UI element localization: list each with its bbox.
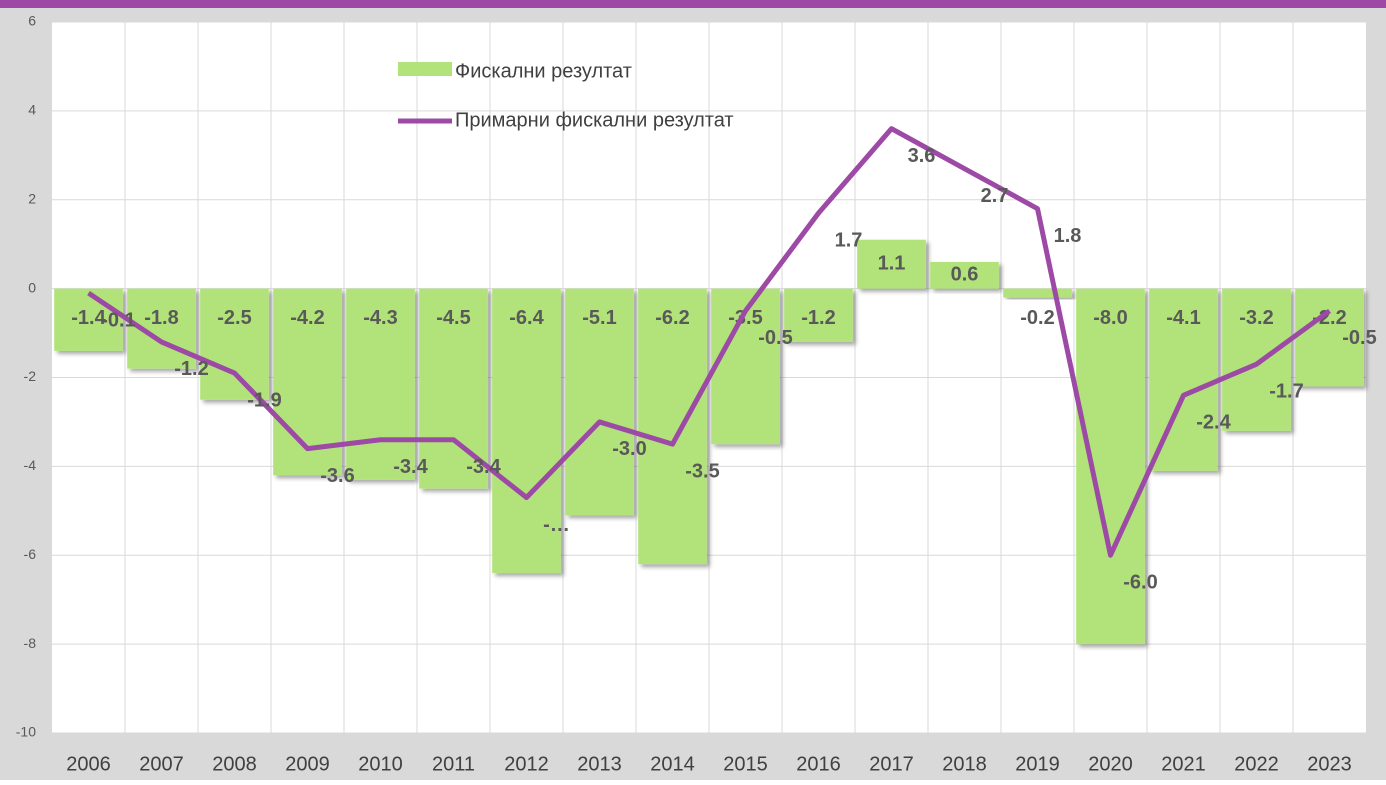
line-data-label: -2.4 xyxy=(1196,412,1231,434)
line-data-label: -0.5 xyxy=(758,327,792,349)
bar-data-label: -4.5 xyxy=(436,307,470,329)
bar xyxy=(200,288,269,400)
bar xyxy=(930,261,999,289)
bar xyxy=(1295,288,1364,387)
line-data-label: 3.6 xyxy=(908,145,936,167)
x-tick-label: 2021 xyxy=(1161,753,1206,775)
x-tick-label: 2014 xyxy=(650,753,695,775)
bar-data-label: -2.2 xyxy=(1312,307,1346,329)
line-data-label: 1.7 xyxy=(835,229,863,251)
x-tick-label: 2008 xyxy=(212,753,257,775)
y-tick-label: 0 xyxy=(28,279,36,295)
line-data-label: -3.6 xyxy=(320,465,354,487)
y-tick-label: -8 xyxy=(24,635,37,651)
bar xyxy=(492,288,561,574)
bar xyxy=(1076,288,1145,645)
line-data-label: -… xyxy=(543,514,570,536)
legend-swatch xyxy=(398,62,452,76)
bar-data-label: -6.4 xyxy=(509,307,544,329)
line xyxy=(87,126,1331,558)
line-data-label: -0.5 xyxy=(1342,327,1376,349)
bar-data-label: -8.0 xyxy=(1093,307,1127,329)
line-data-label: -0.1 xyxy=(101,309,135,331)
bar xyxy=(784,288,853,342)
x-tick-label: 2013 xyxy=(577,753,622,775)
legend-label: Фискални резултат xyxy=(455,60,632,82)
x-tick-label: 2016 xyxy=(796,753,841,775)
line-data-label: -1.7 xyxy=(1269,380,1303,402)
bar xyxy=(1003,288,1072,298)
bar-data-label: 0.6 xyxy=(951,264,979,286)
y-tick-label: 2 xyxy=(28,190,36,206)
bar-data-label: -1.2 xyxy=(801,307,835,329)
y-tick-label: -4 xyxy=(24,457,37,473)
bar-data-label: -4.3 xyxy=(363,307,397,329)
line-data-label: -1.2 xyxy=(174,358,208,380)
x-tick-label: 2012 xyxy=(504,753,549,775)
legend-label: Примарни фискални резултат xyxy=(455,109,734,131)
bar-data-label: -5.1 xyxy=(582,307,616,329)
bar-data-label: -1.8 xyxy=(144,307,178,329)
bar xyxy=(54,288,123,351)
bar-data-label: -3.2 xyxy=(1239,307,1273,329)
bar-data-label: -4.1 xyxy=(1166,307,1200,329)
line-data-label: 1.8 xyxy=(1054,225,1082,247)
line-data-label: -3.0 xyxy=(612,438,646,460)
bar xyxy=(638,288,707,565)
x-tick-label: 2010 xyxy=(358,753,403,775)
x-tick-label: 2017 xyxy=(869,753,914,775)
bar xyxy=(1222,288,1291,431)
y-tick-label: -10 xyxy=(16,724,36,740)
line-data-label: -6.0 xyxy=(1123,572,1157,594)
line-data-label: 2.7 xyxy=(981,185,1009,207)
bar-data-label: -6.2 xyxy=(655,307,689,329)
y-tick-label: -6 xyxy=(24,546,37,562)
bar-data-label: -4.2 xyxy=(290,307,324,329)
line-data-label: -1.9 xyxy=(247,389,281,411)
x-tick-label: 2011 xyxy=(432,753,475,775)
bar xyxy=(346,288,415,480)
x-tick-label: 2007 xyxy=(139,753,184,775)
bar xyxy=(857,239,926,289)
x-tick-label: 2023 xyxy=(1307,753,1352,775)
bar xyxy=(565,288,634,516)
x-tick-label: 2020 xyxy=(1088,753,1133,775)
y-tick-label: 4 xyxy=(28,102,36,118)
y-tick-label: -2 xyxy=(24,368,37,384)
x-tick-label: 2022 xyxy=(1234,753,1279,775)
x-tick-label: 2018 xyxy=(942,753,987,775)
line-data-label: -3.4 xyxy=(393,456,428,478)
x-tick-label: 2015 xyxy=(723,753,768,775)
top-band xyxy=(0,0,1386,8)
x-tick-label: 2019 xyxy=(1015,753,1060,775)
x-tick-label: 2006 xyxy=(66,753,111,775)
bar-data-label: -1.4 xyxy=(71,307,106,329)
bar-data-label: 1.1 xyxy=(878,252,906,274)
line-data-label: -3.4 xyxy=(466,456,501,478)
bar-data-label: -0.2 xyxy=(1020,307,1054,329)
bar-data-label: -2.5 xyxy=(217,307,251,329)
line-data-label: -3.5 xyxy=(685,460,719,482)
y-tick-label: 6 xyxy=(28,13,36,29)
x-tick-label: 2009 xyxy=(285,753,330,775)
